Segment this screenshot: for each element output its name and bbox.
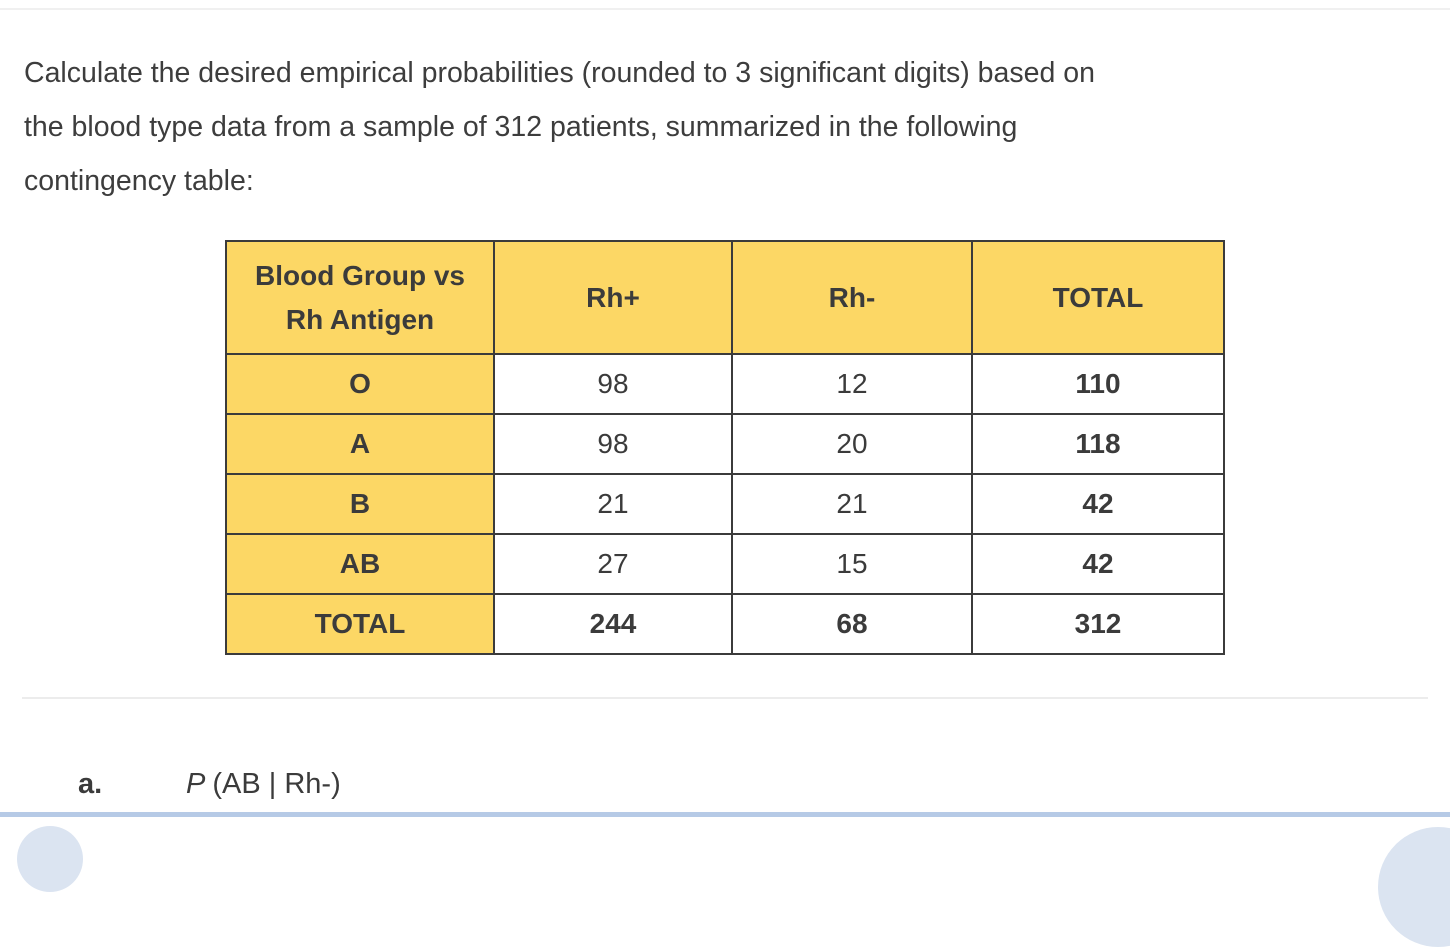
question-line: contingency table: xyxy=(24,165,254,197)
table-row: A 98 20 118 xyxy=(225,413,1225,475)
cell-total: 312 xyxy=(971,593,1225,655)
probability-arguments: (AB | Rh-) xyxy=(212,768,341,800)
table-row: AB 27 15 42 xyxy=(225,533,1225,595)
cell-value: 21 xyxy=(493,473,733,535)
row-label: AB xyxy=(225,533,495,595)
row-label: TOTAL xyxy=(225,593,495,655)
cell-total: 42 xyxy=(971,473,1225,535)
contingency-table: Blood Group vs Rh Antigen Rh+ Rh- TOTAL … xyxy=(225,240,1225,655)
cell-total: 110 xyxy=(971,353,1225,415)
subquestion-a: a. P (AB | Rh-) xyxy=(0,768,1450,812)
cell-value: 12 xyxy=(731,353,973,415)
bottom-right-bubble xyxy=(1378,827,1450,947)
cell-value: 21 xyxy=(731,473,973,535)
bottom-accent-bar xyxy=(0,812,1450,817)
cell-value: 20 xyxy=(731,413,973,475)
table-row: O 98 12 110 xyxy=(225,353,1225,415)
table-header-rh-pos: Rh+ xyxy=(493,240,733,355)
top-divider-line xyxy=(0,8,1450,10)
table-row: B 21 21 42 xyxy=(225,473,1225,535)
table-header-rh-neg: Rh- xyxy=(731,240,973,355)
cell-value: 68 xyxy=(731,593,973,655)
table-header-corner: Blood Group vs Rh Antigen xyxy=(225,240,495,355)
subquestion-marker: a. xyxy=(78,768,103,800)
table-header-row: Blood Group vs Rh Antigen Rh+ Rh- TOTAL xyxy=(225,240,1225,355)
row-label: A xyxy=(225,413,495,475)
cell-value: 27 xyxy=(493,533,733,595)
bottom-left-bubble xyxy=(17,826,83,892)
section-divider-line xyxy=(22,697,1428,699)
question-text: Calculate the desired empirical probabil… xyxy=(24,46,1424,208)
probability-formula: P (AB | Rh-) xyxy=(186,768,341,801)
row-label: O xyxy=(225,353,495,415)
question-line: Calculate the desired empirical probabil… xyxy=(24,57,1095,89)
table-total-row: TOTAL 244 68 312 xyxy=(225,593,1225,655)
probability-symbol: P xyxy=(186,768,206,800)
row-label: B xyxy=(225,473,495,535)
cell-value: 98 xyxy=(493,353,733,415)
cell-total: 118 xyxy=(971,413,1225,475)
table-header-total: TOTAL xyxy=(971,240,1225,355)
cell-value: 98 xyxy=(493,413,733,475)
cell-value: 15 xyxy=(731,533,973,595)
cell-value: 244 xyxy=(493,593,733,655)
question-line: the blood type data from a sample of 312… xyxy=(24,111,1018,143)
quiz-page: { "question": { "lines": [ "Calculate th… xyxy=(0,8,1450,947)
cell-total: 42 xyxy=(971,533,1225,595)
